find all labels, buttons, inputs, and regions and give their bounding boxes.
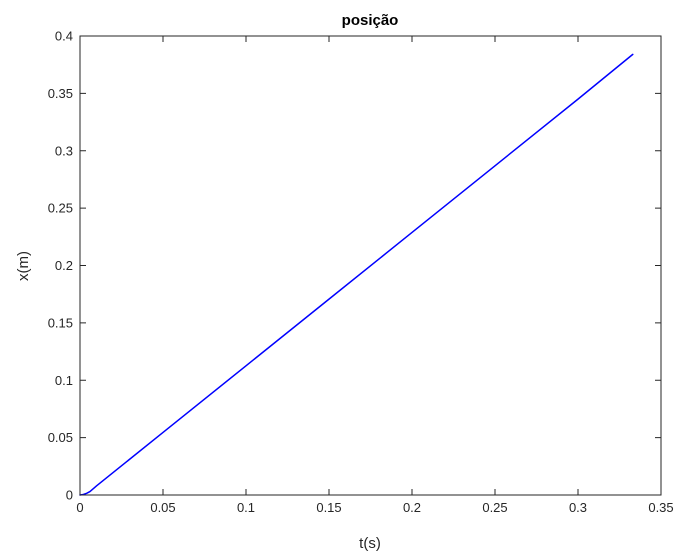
- x-tick-label: 0.1: [237, 500, 255, 515]
- series-layer: [79, 53, 634, 496]
- y-tick-label: 0.2: [55, 258, 73, 273]
- x-tick-label: 0.3: [569, 500, 587, 515]
- y-tick-label: 0.25: [48, 201, 73, 216]
- y-axis-label: x(m): [15, 251, 32, 281]
- chart-title: posição: [342, 12, 399, 29]
- x-tick-label: 0.15: [316, 500, 341, 515]
- x-tick-label: 0.2: [403, 500, 421, 515]
- x-tick-label: 0: [76, 500, 83, 515]
- x-tick-label: 0.05: [150, 500, 175, 515]
- labels-layer: 0 0.05 0.1 0.15 0.2 0.25 0.3 0.35 0 0.05 0.1 0.15 0.…: [48, 29, 674, 516]
- y-tick-label: 0.3: [55, 143, 73, 158]
- y-tick-label: 0.1: [55, 373, 73, 388]
- y-tick-label: 0.15: [48, 315, 73, 330]
- x-tick-label: 0.25: [482, 500, 507, 515]
- y-tick-label: 0.05: [48, 430, 73, 445]
- y-tick-label: 0.35: [48, 86, 73, 101]
- y-tick-label: 0.4: [55, 29, 73, 44]
- x-tick-label: 0.35: [648, 500, 673, 515]
- ticks-layer: [79, 35, 662, 496]
- x-axis-label: t(s): [359, 535, 381, 552]
- y-tick-label: 0: [66, 488, 73, 503]
- series-line-1: [79, 53, 634, 496]
